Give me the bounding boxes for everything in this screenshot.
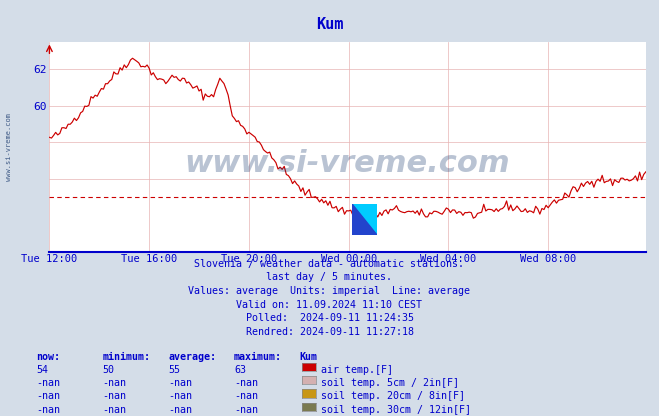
Text: 63: 63 — [234, 365, 246, 375]
Polygon shape — [352, 204, 377, 235]
Polygon shape — [352, 204, 377, 235]
Text: now:: now: — [36, 352, 60, 362]
Text: Kum: Kum — [316, 17, 343, 32]
Text: minimum:: minimum: — [102, 352, 150, 362]
Text: -nan: -nan — [102, 391, 126, 401]
Text: Slovenia / weather data - automatic stations.
last day / 5 minutes.
Values: aver: Slovenia / weather data - automatic stat… — [188, 259, 471, 337]
Text: soil temp. 20cm / 8in[F]: soil temp. 20cm / 8in[F] — [321, 391, 465, 401]
Text: average:: average: — [168, 352, 216, 362]
Text: -nan: -nan — [36, 405, 60, 415]
Text: www.si-vreme.com: www.si-vreme.com — [6, 113, 12, 181]
Text: maximum:: maximum: — [234, 352, 282, 362]
Text: Kum: Kum — [300, 352, 318, 362]
Text: -nan: -nan — [234, 378, 258, 388]
Text: -nan: -nan — [234, 391, 258, 401]
Text: -nan: -nan — [168, 391, 192, 401]
Text: -nan: -nan — [36, 378, 60, 388]
Text: -nan: -nan — [168, 378, 192, 388]
Text: -nan: -nan — [168, 405, 192, 415]
Text: -nan: -nan — [102, 378, 126, 388]
Text: -nan: -nan — [234, 405, 258, 415]
Text: air temp.[F]: air temp.[F] — [321, 365, 393, 375]
Text: 50: 50 — [102, 365, 114, 375]
Text: -nan: -nan — [102, 405, 126, 415]
Polygon shape — [352, 204, 377, 235]
Text: soil temp. 5cm / 2in[F]: soil temp. 5cm / 2in[F] — [321, 378, 459, 388]
Text: soil temp. 30cm / 12in[F]: soil temp. 30cm / 12in[F] — [321, 405, 471, 415]
Text: 55: 55 — [168, 365, 180, 375]
Text: -nan: -nan — [36, 391, 60, 401]
Text: 54: 54 — [36, 365, 48, 375]
Text: www.si-vreme.com: www.si-vreme.com — [185, 149, 511, 178]
